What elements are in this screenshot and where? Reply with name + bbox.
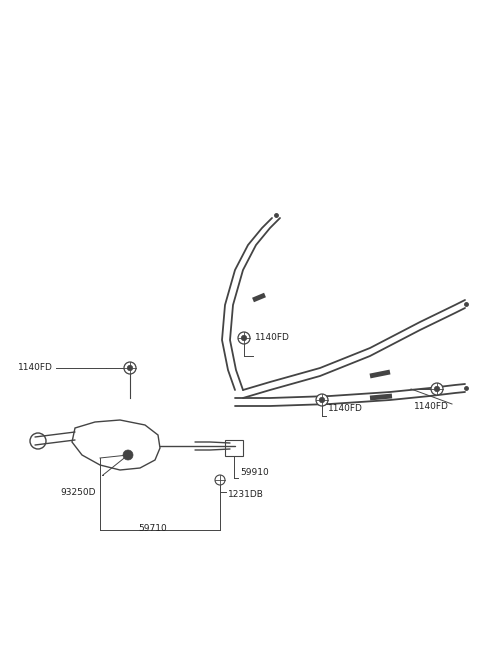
Text: 93250D: 93250D <box>60 488 96 497</box>
Text: 1231DB: 1231DB <box>228 490 264 499</box>
Circle shape <box>238 332 250 344</box>
Text: 59910: 59910 <box>240 468 269 477</box>
Circle shape <box>241 335 247 340</box>
Circle shape <box>319 398 324 403</box>
Text: 1140FD: 1140FD <box>414 402 449 411</box>
Text: 1140FD: 1140FD <box>18 363 53 371</box>
Circle shape <box>127 365 132 371</box>
Text: 59710: 59710 <box>138 524 167 533</box>
Circle shape <box>123 450 133 460</box>
Circle shape <box>434 386 440 392</box>
Text: 1140FD: 1140FD <box>255 333 290 342</box>
Bar <box>225 440 243 456</box>
Circle shape <box>215 475 225 485</box>
Text: 1140FD: 1140FD <box>328 404 363 413</box>
Circle shape <box>316 394 328 406</box>
Circle shape <box>431 383 443 395</box>
Circle shape <box>124 362 136 374</box>
